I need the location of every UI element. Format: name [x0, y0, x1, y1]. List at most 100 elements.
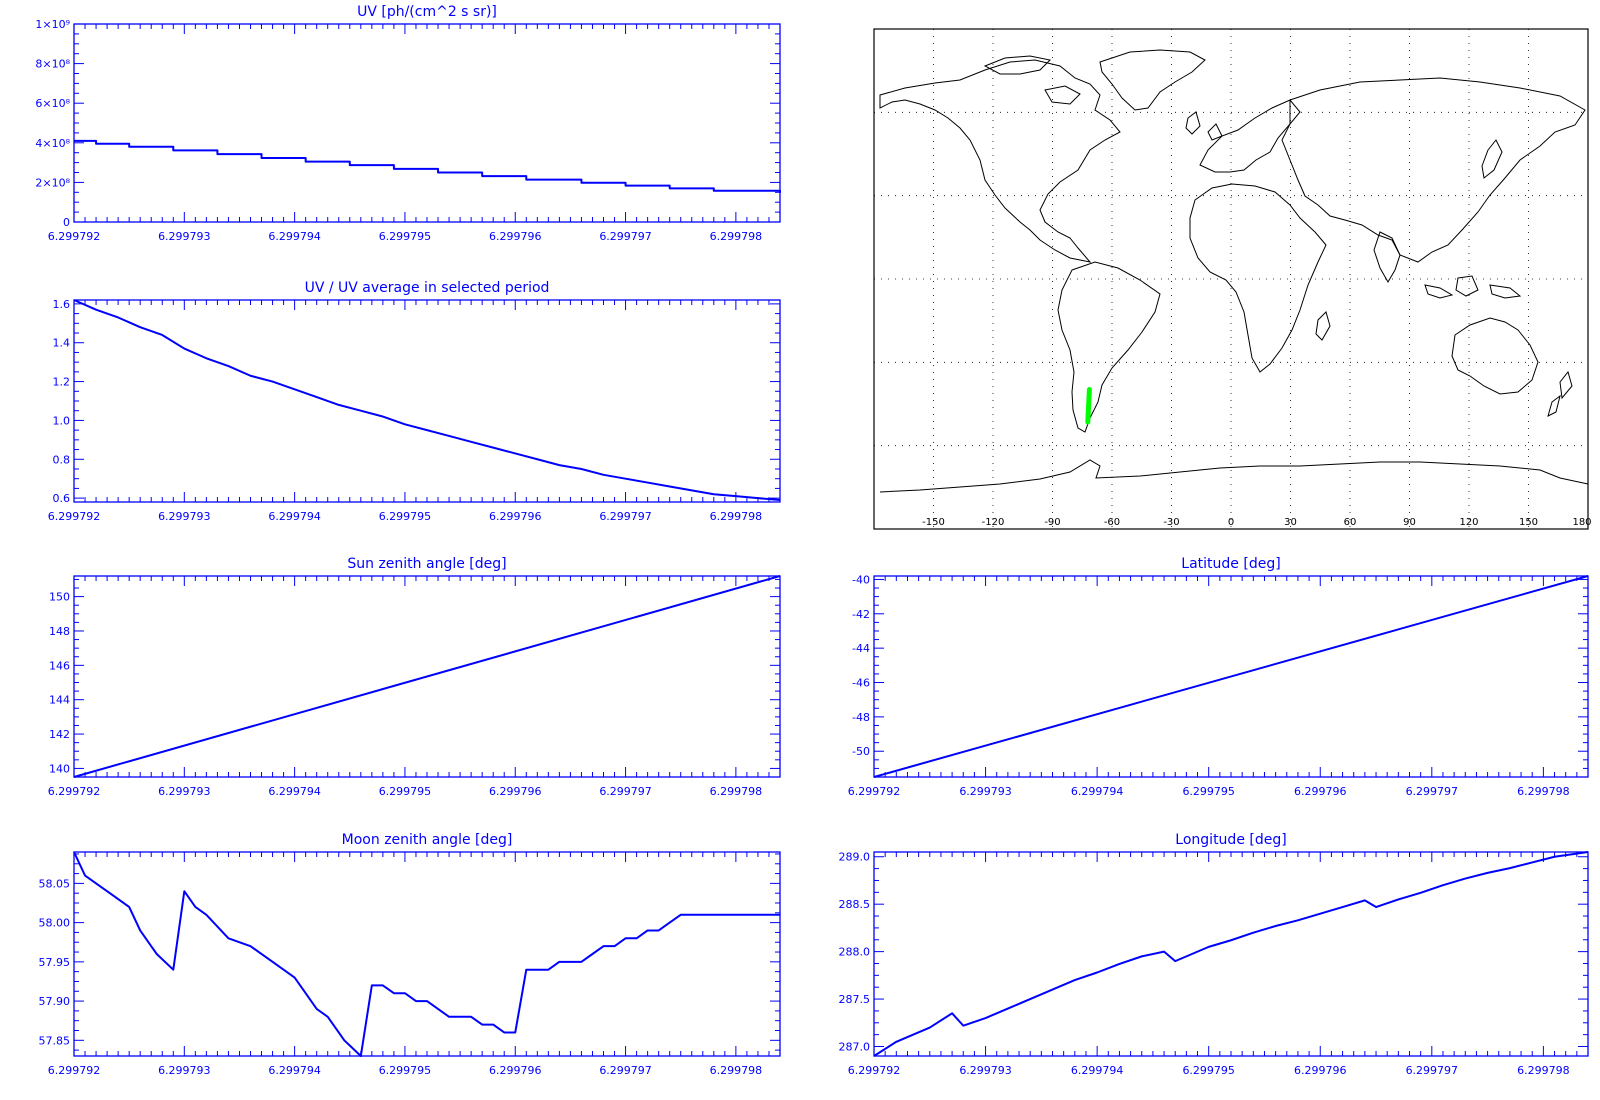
y-tick-label: 288.0 — [839, 946, 871, 959]
map-lon-tick-label: 150 — [1519, 517, 1538, 528]
x-tick-label: 6.299792 — [848, 785, 901, 798]
x-tick-label: 6.299796 — [489, 785, 542, 798]
coast-indonesia — [1424, 275, 1522, 299]
map-lon-tick-label: -90 — [1044, 517, 1060, 528]
map-lon-tick-label: 60 — [1344, 517, 1357, 528]
y-tick-label: 1.4 — [53, 337, 71, 350]
x-tick-label: 6.299798 — [1517, 785, 1570, 798]
y-tick-label: 150 — [49, 591, 70, 604]
x-tick-label: 6.299793 — [158, 510, 211, 523]
x-tick-label: 6.299792 — [848, 1064, 901, 1077]
coast-madagascar — [1315, 311, 1331, 341]
map-grid — [874, 29, 1588, 529]
chart-title: Latitude [deg] — [1181, 556, 1280, 572]
y-tick-label: -46 — [852, 677, 870, 690]
y-tick-label: 287.5 — [839, 993, 871, 1006]
chart-title: UV / UV average in selected period — [305, 280, 550, 296]
x-tick-label: 6.299798 — [710, 510, 763, 523]
y-tick-label: 8×10⁸ — [35, 58, 70, 71]
coastlines — [879, 49, 1589, 493]
y-tick-label: 1.0 — [53, 414, 71, 427]
x-tick-label: 6.299795 — [379, 510, 432, 523]
y-tick-label: 0.6 — [53, 492, 71, 505]
coast-greenland — [1099, 49, 1206, 111]
x-tick-label: 6.299794 — [268, 785, 321, 798]
map-lon-tick-label: 0 — [1228, 517, 1234, 528]
x-tick-label: 6.299795 — [379, 1064, 432, 1077]
plot-frame — [73, 851, 781, 1057]
x-tick-label: 6.299792 — [48, 1064, 101, 1077]
x-tick-label: 6.299796 — [489, 510, 542, 523]
y-tick-label: 2×10⁸ — [35, 176, 70, 189]
y-tick-label: 287.0 — [839, 1041, 871, 1054]
y-tick-label: 1.6 — [53, 298, 71, 311]
y-tick-label: -50 — [852, 745, 870, 758]
x-tick-label: 6.299793 — [158, 785, 211, 798]
panel-latitude: Latitude [deg] 6.299792 6.299793 6.299794 6.… — [848, 556, 1589, 798]
panel-longitude: Longitude [deg] 6.299792 6.299793 6.299794 6… — [839, 832, 1589, 1077]
x-tick-label: 6.299792 — [48, 510, 101, 523]
x-tick-label: 6.299795 — [1182, 1064, 1235, 1077]
x-tick-label: 6.299797 — [599, 785, 652, 798]
x-tick-label: 6.299795 — [1182, 785, 1235, 798]
y-tick-label: 4×10⁸ — [35, 137, 70, 150]
x-tick-label: 6.299794 — [268, 510, 321, 523]
x-tick-label: 6.299796 — [489, 1064, 542, 1077]
coast-india — [1373, 231, 1401, 283]
x-tick-label: 6.299795 — [379, 230, 432, 243]
series-line — [873, 851, 1589, 1057]
x-tick-label: 6.299797 — [1406, 1064, 1459, 1077]
coast-uk — [1185, 111, 1201, 135]
x-tick-label: 6.299796 — [1294, 785, 1347, 798]
series-line — [73, 851, 780, 1057]
chart-title: Longitude [deg] — [1175, 832, 1286, 848]
series-line — [73, 575, 781, 778]
y-tick-label: 0.8 — [53, 453, 71, 466]
y-tick-label: 148 — [49, 625, 70, 638]
chart-title: UV [ph/(cm^2 s sr)] — [357, 4, 497, 20]
x-tick-label: 6.299792 — [48, 230, 101, 243]
panel-moon-zenith: Moon zenith angle [deg] 6.299792 6.299793 6… — [39, 832, 781, 1077]
coast-south-america — [1057, 261, 1161, 433]
satellite-track — [1085, 387, 1092, 425]
world-map: -150 -120 -90 -60 -30 0 30 60 90 120 150 180 — [873, 28, 1592, 530]
plot-frame — [73, 23, 781, 223]
x-tick-label: 6.299798 — [1517, 1064, 1570, 1077]
panel-uv: UV [ph/(cm^2 s sr)] 6.299792 6.299793 6.299… — [35, 4, 781, 243]
x-tick-label: 6.299796 — [1294, 1064, 1347, 1077]
x-tick-label: 6.299794 — [1071, 1064, 1124, 1077]
chart-title: Moon zenith angle [deg] — [342, 832, 513, 848]
x-tick-label: 6.299794 — [268, 230, 321, 243]
map-lon-tick-label: 180 — [1572, 517, 1591, 528]
y-tick-label: 58.00 — [39, 917, 71, 930]
y-tick-label: -40 — [852, 573, 870, 586]
coast-arctic-islands — [983, 55, 1081, 105]
y-tick-label: 57.85 — [39, 1034, 71, 1047]
y-tick-label: 1×10⁹ — [35, 18, 70, 31]
x-tick-label: 6.299793 — [158, 230, 211, 243]
coast-australia — [1451, 317, 1539, 395]
x-tick-label: 6.299793 — [158, 1064, 211, 1077]
y-tick-label: 58.05 — [39, 877, 71, 890]
map-lon-labels: -150 -120 -90 -60 -30 0 30 60 90 120 150 180 — [922, 517, 1591, 528]
map-lon-tick-label: 90 — [1403, 517, 1416, 528]
panel-uv-ratio: UV / UV average in selected period 6.2997… — [48, 280, 781, 523]
y-tick-label: -42 — [852, 608, 870, 621]
map-lon-tick-label: -120 — [982, 517, 1005, 528]
x-tick-label: 6.299795 — [379, 785, 432, 798]
y-tick-label: 0 — [63, 216, 70, 229]
y-tick-label: 289.0 — [839, 851, 871, 864]
coast-antarctica — [879, 459, 1589, 493]
x-tick-label: 6.299798 — [710, 230, 763, 243]
series-line — [873, 575, 1589, 778]
y-tick-label: 146 — [49, 659, 70, 672]
x-tick-label: 6.299794 — [1071, 785, 1124, 798]
x-tick-label: 6.299792 — [48, 785, 101, 798]
x-tick-label: 6.299798 — [710, 1064, 763, 1077]
map-lon-tick-label: 120 — [1459, 517, 1478, 528]
chart-title: Sun zenith angle [deg] — [347, 556, 506, 572]
y-tick-label: 57.95 — [39, 956, 71, 969]
plot-frame — [873, 851, 1589, 1057]
y-tick-label: -48 — [852, 711, 870, 724]
